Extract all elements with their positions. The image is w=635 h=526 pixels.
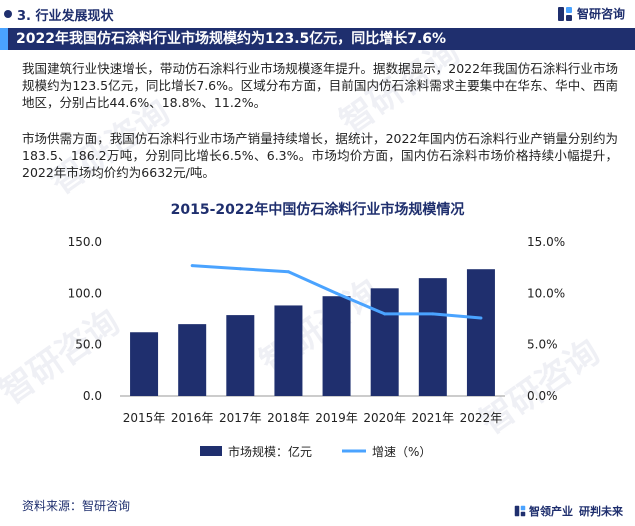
brand: 智研咨询 xyxy=(557,5,625,22)
section-title: 3. 行业发展现状 xyxy=(17,8,114,24)
left-axis-tick: 0.0 xyxy=(83,389,102,403)
right-axis-tick: 0.0% xyxy=(527,389,558,403)
legend-label-bar: 市场规模：亿元 xyxy=(228,444,312,459)
x-axis-tick: 2019年 xyxy=(315,411,358,425)
x-axis-tick: 2017年 xyxy=(219,411,262,425)
right-axis-tick: 10.0% xyxy=(527,286,565,300)
growth-point xyxy=(383,312,387,316)
growth-point xyxy=(335,291,339,295)
headline-accent xyxy=(0,28,8,50)
bar xyxy=(418,278,447,396)
left-axis-tick: 100.0 xyxy=(68,286,102,300)
bar xyxy=(274,305,303,396)
section-dot-icon xyxy=(4,10,12,18)
bar xyxy=(130,332,159,396)
legend-label-line: 增速（%） xyxy=(372,445,431,459)
growth-point xyxy=(238,267,242,271)
x-axis-tick: 2021年 xyxy=(412,411,455,425)
legend-swatch-bar xyxy=(200,446,222,456)
headline-bar: 2022年我国仿石涂料行业市场规模约为123.5亿元，同比增长7.6% xyxy=(0,28,635,50)
headline: 2022年我国仿石涂料行业市场规模约为123.5亿元，同比增长7.6% xyxy=(16,31,447,47)
bar xyxy=(178,324,207,396)
bar xyxy=(466,269,495,396)
footer-slogan-2: 研判未来 xyxy=(579,505,623,518)
paragraph-1: 我国建筑行业快速增长，带动仿石涂料行业市场规模逐年提升。据数据显示，2022年我… xyxy=(22,61,618,110)
section-tag: 3. 行业发展现状 xyxy=(0,4,114,24)
paragraph-2: 市场供需方面，我国仿石涂料行业市场产销量持续增长，据统计，2022年国内仿石涂料… xyxy=(22,131,618,180)
left-axis-tick: 50.0 xyxy=(75,338,102,352)
growth-point xyxy=(190,264,194,268)
growth-point xyxy=(431,312,435,316)
brand-logo-icon xyxy=(557,6,572,21)
top-bar: 3. 行业发展现状 智研咨询 xyxy=(0,0,635,28)
bar xyxy=(226,315,255,396)
x-axis-tick: 2020年 xyxy=(363,411,406,425)
source-note: 资料来源：智研咨询 xyxy=(22,499,131,513)
bar xyxy=(370,288,399,396)
footer-slogan-1: 智领产业 xyxy=(529,505,573,518)
right-axis-tick: 15.0% xyxy=(527,235,565,249)
x-axis-tick: 2016年 xyxy=(171,411,214,425)
chart-title: 2015-2022年中国仿石涂料行业市场规模情况 xyxy=(170,202,465,218)
brand-name: 智研咨询 xyxy=(576,7,625,21)
footer-logo-icon xyxy=(514,505,526,517)
footer-slogan: 智领产业 研判未来 xyxy=(514,503,623,519)
x-axis-tick: 2022年 xyxy=(460,411,503,425)
x-axis-tick: 2015年 xyxy=(123,411,166,425)
x-axis-tick: 2018年 xyxy=(267,411,310,425)
left-axis-tick: 150.0 xyxy=(68,235,102,249)
growth-point xyxy=(286,270,290,274)
right-axis-tick: 5.0% xyxy=(527,338,558,352)
bar xyxy=(322,296,351,396)
growth-point xyxy=(479,316,483,320)
